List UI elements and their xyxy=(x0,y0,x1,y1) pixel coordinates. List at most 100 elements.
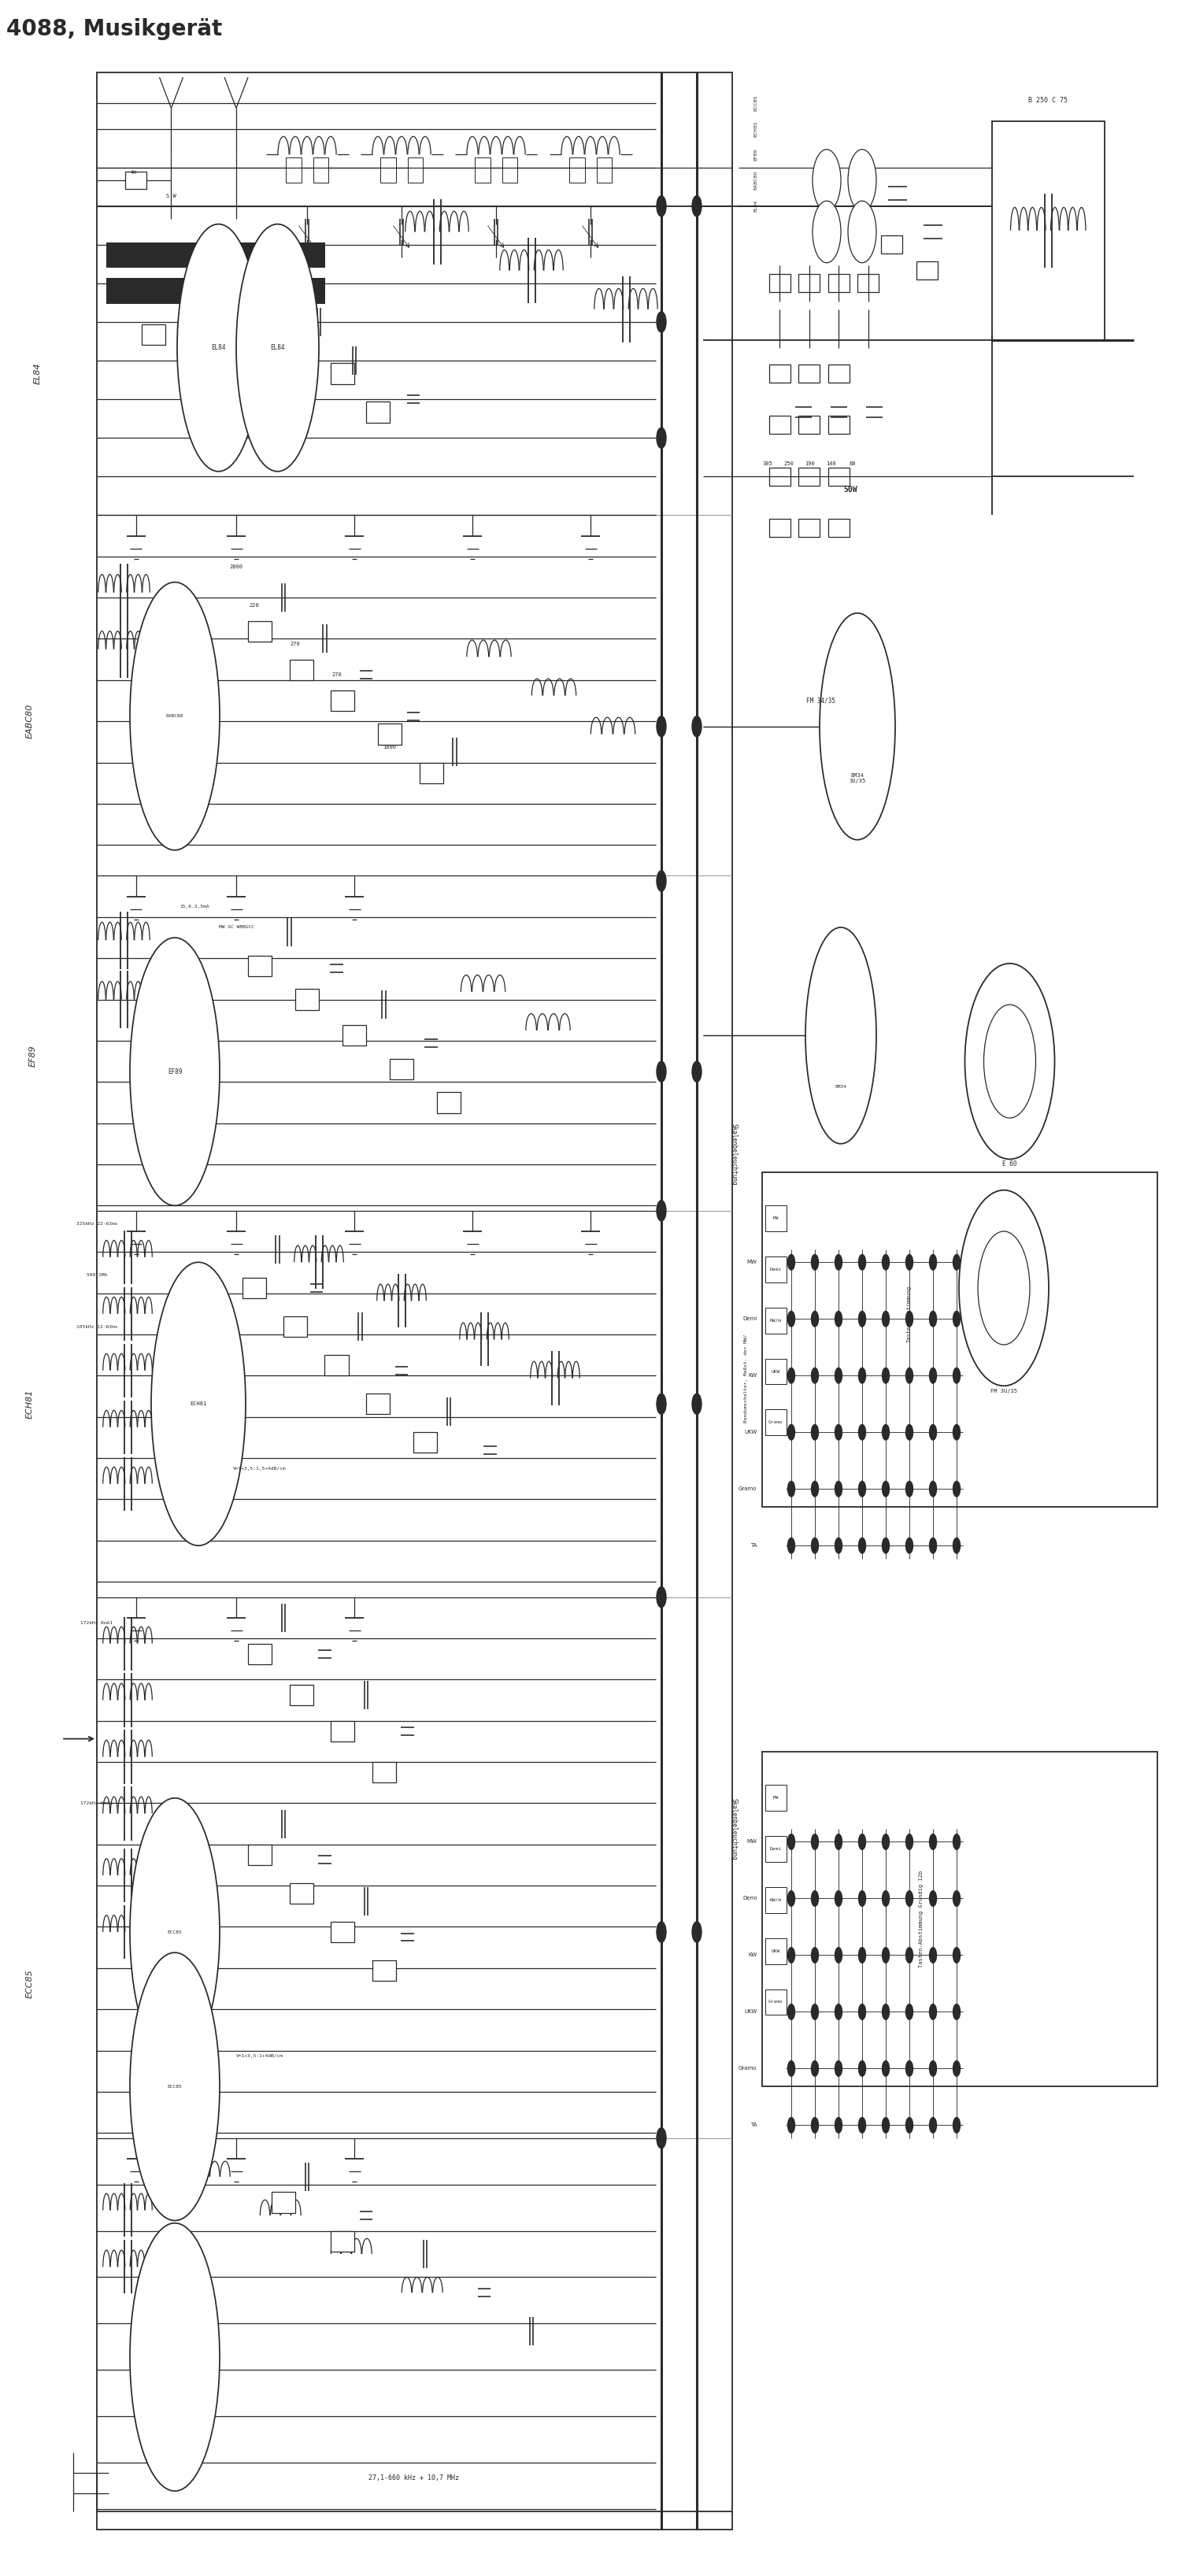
Circle shape xyxy=(906,1368,913,1383)
Text: EABC80: EABC80 xyxy=(165,714,184,719)
Text: Tasten-Abstimmung: Tasten-Abstimmung xyxy=(907,1285,912,1342)
Circle shape xyxy=(811,1368,818,1383)
Bar xyxy=(106,242,325,268)
Text: Demi: Demi xyxy=(743,1316,757,1321)
Bar xyxy=(413,1432,437,1453)
Circle shape xyxy=(882,1255,889,1270)
Circle shape xyxy=(906,1255,913,1270)
Bar xyxy=(295,989,319,1010)
Circle shape xyxy=(859,1834,866,1850)
Circle shape xyxy=(929,1255,937,1270)
Bar xyxy=(769,520,790,538)
Bar xyxy=(502,157,517,183)
Bar xyxy=(248,1844,272,1865)
Circle shape xyxy=(906,2117,913,2133)
Text: V=1+3,5:1+4dB/cm: V=1+3,5:1+4dB/cm xyxy=(236,2053,283,2058)
Text: 2800: 2800 xyxy=(229,564,243,569)
Bar xyxy=(769,469,790,484)
Ellipse shape xyxy=(130,1798,220,2066)
Bar xyxy=(142,325,165,345)
Text: Demi: Demi xyxy=(770,1847,782,1852)
Circle shape xyxy=(788,1255,795,1270)
Bar xyxy=(769,415,790,433)
Text: MW: MW xyxy=(772,1216,779,1221)
Bar xyxy=(765,1837,787,1862)
Bar xyxy=(765,1257,787,1283)
Bar xyxy=(765,1785,787,1811)
Text: EL84: EL84 xyxy=(753,201,757,211)
Circle shape xyxy=(906,1425,913,1440)
Bar xyxy=(992,121,1104,340)
Circle shape xyxy=(953,1947,960,1963)
Text: TA: TA xyxy=(750,1543,757,1548)
Text: Bandumschalter, Maßst. der MW/: Bandumschalter, Maßst. der MW/ xyxy=(744,1334,748,1422)
Text: S W: S W xyxy=(167,193,176,198)
Text: EF89: EF89 xyxy=(753,149,757,160)
Circle shape xyxy=(811,1255,818,1270)
Circle shape xyxy=(959,1190,1049,1386)
Circle shape xyxy=(953,1481,960,1497)
Circle shape xyxy=(657,2128,666,2148)
Text: KW/m: KW/m xyxy=(770,1319,782,1321)
Circle shape xyxy=(835,2061,842,2076)
Text: Gramo: Gramo xyxy=(769,1999,783,2004)
Circle shape xyxy=(953,1425,960,1440)
Circle shape xyxy=(788,2061,795,2076)
Text: B 250 C 75: B 250 C 75 xyxy=(1029,98,1068,103)
Circle shape xyxy=(811,1834,818,1850)
Bar xyxy=(372,1960,396,1981)
Circle shape xyxy=(978,1231,1030,1345)
Bar xyxy=(407,157,423,183)
Ellipse shape xyxy=(805,927,876,1144)
Bar xyxy=(828,520,849,538)
Circle shape xyxy=(811,1425,818,1440)
Circle shape xyxy=(953,1891,960,1906)
Circle shape xyxy=(882,1891,889,1906)
Circle shape xyxy=(859,2004,866,2020)
Circle shape xyxy=(929,2004,937,2020)
Circle shape xyxy=(882,1538,889,1553)
Circle shape xyxy=(859,1425,866,1440)
Bar xyxy=(289,1883,313,1904)
Circle shape xyxy=(811,1481,818,1497)
Circle shape xyxy=(835,1891,842,1906)
Circle shape xyxy=(788,1368,795,1383)
Circle shape xyxy=(953,2117,960,2133)
Text: EL84: EL84 xyxy=(34,363,41,384)
Circle shape xyxy=(657,1061,666,1082)
Circle shape xyxy=(692,1922,702,1942)
Circle shape xyxy=(929,1538,937,1553)
Bar xyxy=(765,1309,787,1334)
Circle shape xyxy=(811,2117,818,2133)
Bar xyxy=(106,278,325,304)
Bar xyxy=(248,1643,272,1664)
Bar xyxy=(378,724,402,744)
Text: 270: 270 xyxy=(291,641,300,647)
Bar xyxy=(765,1409,787,1435)
Bar xyxy=(313,157,328,183)
Bar xyxy=(798,415,820,433)
Circle shape xyxy=(835,1368,842,1383)
Bar xyxy=(765,1989,787,2014)
Text: 190: 190 xyxy=(805,461,815,466)
Bar xyxy=(97,72,732,2530)
Text: ECC85: ECC85 xyxy=(753,95,757,111)
Bar xyxy=(286,157,301,183)
Text: ECH81: ECH81 xyxy=(26,1388,33,1419)
Bar xyxy=(828,363,849,381)
Bar xyxy=(828,415,849,433)
Bar xyxy=(475,157,490,183)
Bar xyxy=(828,273,849,291)
Circle shape xyxy=(882,1311,889,1327)
Bar xyxy=(569,157,585,183)
Text: Skalenbeleuchtung: Skalenbeleuchtung xyxy=(730,1123,737,1185)
Circle shape xyxy=(835,2004,842,2020)
Text: MW: MW xyxy=(746,1260,757,1265)
Text: ECH81: ECH81 xyxy=(190,1401,207,1406)
Text: UKW: UKW xyxy=(771,1950,781,1953)
Circle shape xyxy=(692,196,702,216)
Text: 1000: 1000 xyxy=(383,744,397,750)
Circle shape xyxy=(692,1394,702,1414)
Bar xyxy=(916,260,938,278)
Text: EM34: EM34 xyxy=(835,1084,847,1090)
